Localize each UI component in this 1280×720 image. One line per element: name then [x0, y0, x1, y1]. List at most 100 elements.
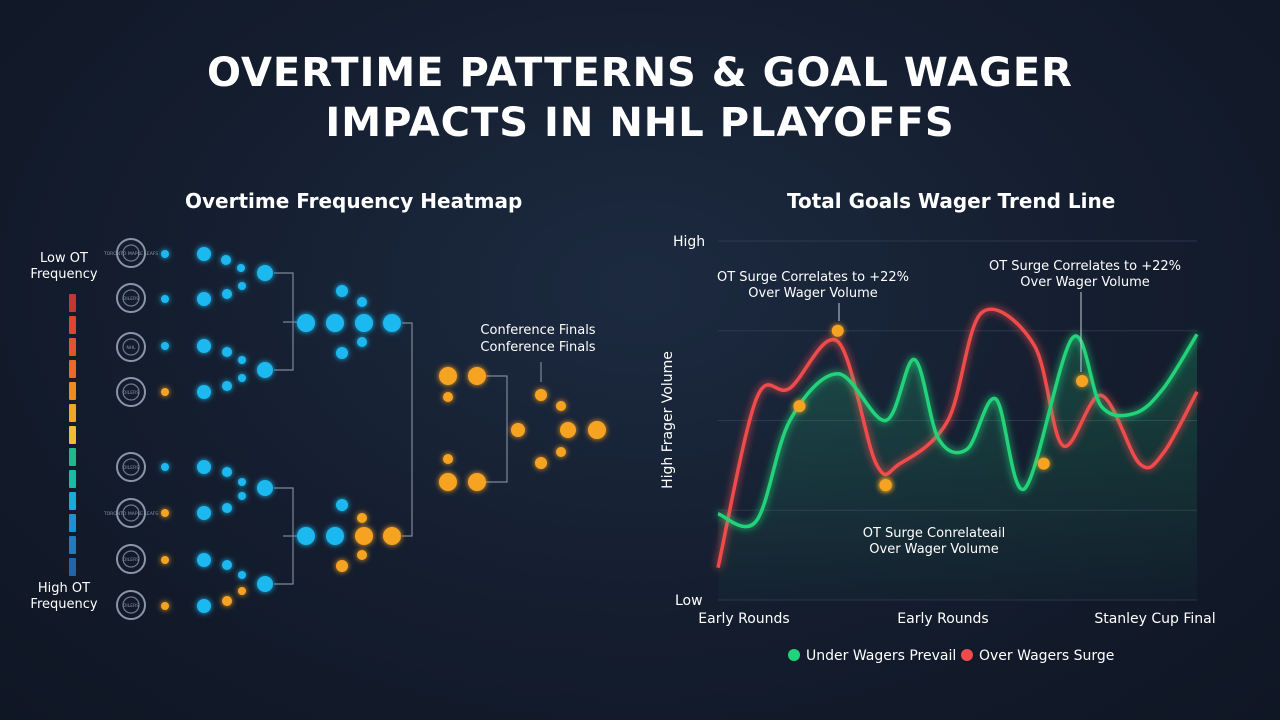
bracket-node [197, 553, 211, 567]
chart-annotations: OT Surge Correlates to +22%Over Wager Vo… [717, 259, 1181, 557]
annotation-text: Over Wager Volume [748, 286, 877, 301]
logo-text: OILERS [123, 390, 139, 396]
bracket-node [222, 596, 232, 606]
bracket-nodes [161, 247, 606, 613]
bracket-node [222, 503, 232, 513]
bracket-lines [274, 272, 542, 585]
bracket-node [535, 389, 547, 401]
annotation-marker [831, 324, 844, 337]
scale-segment [69, 294, 76, 312]
x-tick-early-rounds-1: Early Rounds [698, 611, 789, 627]
high-ot-label-1: High OT [38, 581, 90, 596]
bracket-node [222, 560, 232, 570]
logo-inner-ring [122, 289, 140, 307]
bracket-node [383, 527, 401, 545]
y-tick-high: High [673, 234, 705, 250]
nhl-shield-logo-icon: NHL [116, 332, 146, 362]
y-axis-label: High Frager Volume [660, 351, 676, 489]
annotation-marker [1076, 375, 1089, 388]
bracket-node [443, 392, 453, 402]
logo-text: NHL [126, 345, 136, 351]
bracket-node [197, 599, 211, 613]
bracket-node [560, 422, 576, 438]
annotation-text: OT Surge Conrelateail [863, 526, 1006, 541]
bracket-node [511, 423, 525, 437]
scale-segment [69, 470, 76, 488]
bracket-node [197, 506, 211, 520]
ot-frequency-scale [69, 294, 76, 576]
scale-segment [69, 514, 76, 532]
bracket-node [297, 527, 315, 545]
bracket-node [161, 463, 169, 471]
bracket-node [238, 571, 246, 579]
ot-marker [879, 479, 892, 492]
bracket-node [336, 347, 348, 359]
logo-inner-ring [122, 338, 140, 356]
bracket-node [222, 381, 232, 391]
scale-segment [69, 448, 76, 466]
bracket-node [357, 337, 367, 347]
chart-legend: Under Wagers Prevail Over Wagers Surge [788, 648, 1114, 664]
ot-marker [793, 400, 806, 413]
bracket-node [237, 264, 245, 272]
logo-ring [116, 544, 146, 574]
bracket-node [556, 401, 566, 411]
bracket-node [257, 265, 273, 281]
logo-ring [116, 498, 146, 528]
logo-ring [116, 590, 146, 620]
bracket-node [197, 247, 211, 261]
bracket-node [161, 295, 169, 303]
bracket-node [439, 473, 457, 491]
ot-surge-markers [793, 324, 1089, 492]
bracket-node [257, 362, 273, 378]
main-title: OVERTIME PATTERNS & GOAL WAGER IMPACTS I… [0, 48, 1280, 148]
scale-segment [69, 338, 76, 356]
under-wagers-area [718, 334, 1197, 600]
ot-marker [1037, 457, 1050, 470]
scale-segment [69, 558, 76, 576]
conference-finals-label-2: Conference Finals [480, 340, 595, 355]
bracket-node [297, 314, 315, 332]
bracket-node [238, 356, 246, 364]
team-logos: TORONTO MAPLE LEAFS OILERS NHL OILERS OILERS… [103, 238, 158, 620]
bracket-node [161, 388, 169, 396]
bracket-node [355, 527, 373, 545]
heatmap-bracket: Low OT Frequency High OT Frequency TORON… [30, 238, 606, 620]
bracket-node [556, 447, 566, 457]
logo-text: OILERS [123, 296, 139, 302]
bracket-node [161, 556, 169, 564]
bracket-node [222, 467, 232, 477]
logo-text: TORONTO MAPLE LEAFS [103, 511, 158, 517]
x-tick-stanley-cup-final: Stanley Cup Final [1094, 611, 1215, 627]
logo-ring [116, 238, 146, 268]
chart-title: Total Goals Wager Trend Line [787, 189, 1116, 213]
logo-text: OILERS [123, 465, 139, 471]
bracket-node [197, 339, 211, 353]
bracket-line [402, 322, 413, 537]
heatmap-subtitle: Overtime Frequency Heatmap [185, 189, 523, 213]
oilers-logo-icon: OILERS [116, 452, 146, 482]
low-ot-label-1: Low OT [40, 251, 88, 266]
bracket-node [336, 560, 348, 572]
logo-text: OILERS [123, 557, 139, 563]
bracket-node [197, 385, 211, 399]
logo-text: OILERS [123, 603, 139, 609]
scale-segment [69, 316, 76, 334]
bracket-node [161, 602, 169, 610]
logo-inner-ring [122, 244, 140, 262]
bracket-node [468, 367, 486, 385]
legend-over-wagers-swatch [961, 649, 973, 661]
high-ot-label-2: Frequency [30, 597, 97, 612]
bracket-node [197, 460, 211, 474]
oilers-logo-icon: OILERS [116, 590, 146, 620]
bracket-node [161, 342, 169, 350]
logo-ring [116, 377, 146, 407]
bracket-node [222, 289, 232, 299]
bracket-node [383, 314, 401, 332]
maple-leaf-logo-icon: TORONTO MAPLE LEAFS [103, 498, 158, 528]
bracket-node [238, 587, 246, 595]
oilers-logo-icon: OILERS [116, 283, 146, 313]
maple-leaf-logo-icon: TORONTO MAPLE LEAFS [103, 238, 158, 268]
logo-inner-ring [122, 596, 140, 614]
bracket-node [222, 347, 232, 357]
